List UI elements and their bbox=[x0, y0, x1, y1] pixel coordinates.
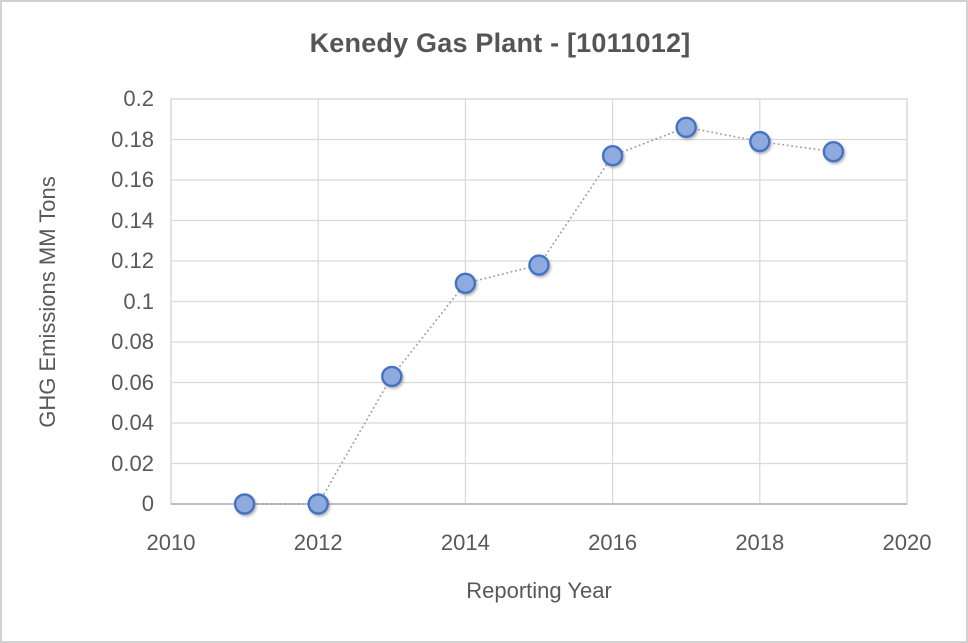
data-point bbox=[822, 140, 845, 163]
x-axis-title: Reporting Year bbox=[466, 578, 612, 603]
y-tick-label: 0.12 bbox=[111, 248, 154, 273]
data-point bbox=[528, 254, 550, 276]
y-tick-label: 0.18 bbox=[111, 126, 154, 152]
data-point bbox=[601, 144, 624, 167]
data-point bbox=[675, 116, 697, 139]
y-tick-label: 0.08 bbox=[111, 329, 154, 354]
chart-title: Kenedy Gas Plant - [1011012] bbox=[309, 28, 691, 58]
x-tick-label: 2018 bbox=[735, 530, 785, 555]
data-point bbox=[307, 493, 329, 515]
x-tick-label: 2020 bbox=[882, 530, 932, 555]
y-tick-label: 0.02 bbox=[111, 450, 154, 476]
x-tick-label: 2016 bbox=[588, 530, 638, 555]
y-tick-label: 0.06 bbox=[111, 369, 154, 395]
y-tick-label: 0.16 bbox=[111, 167, 154, 192]
series-connector-line bbox=[243, 126, 835, 505]
x-tick-label: 2012 bbox=[293, 530, 343, 555]
y-tick-label: 0.14 bbox=[111, 207, 154, 233]
data-point bbox=[454, 272, 477, 294]
data-point bbox=[749, 130, 771, 153]
data-point bbox=[381, 365, 403, 388]
y-tick-label: 0.1 bbox=[123, 288, 154, 314]
data-point bbox=[233, 493, 256, 515]
y-tick-label: 0.04 bbox=[111, 410, 154, 435]
x-tick-label: 2010 bbox=[146, 530, 196, 555]
x-tick-label: 2014 bbox=[440, 530, 490, 555]
y-tick-label: 0 bbox=[141, 491, 154, 516]
y-tick-label: 0.2 bbox=[123, 86, 154, 111]
